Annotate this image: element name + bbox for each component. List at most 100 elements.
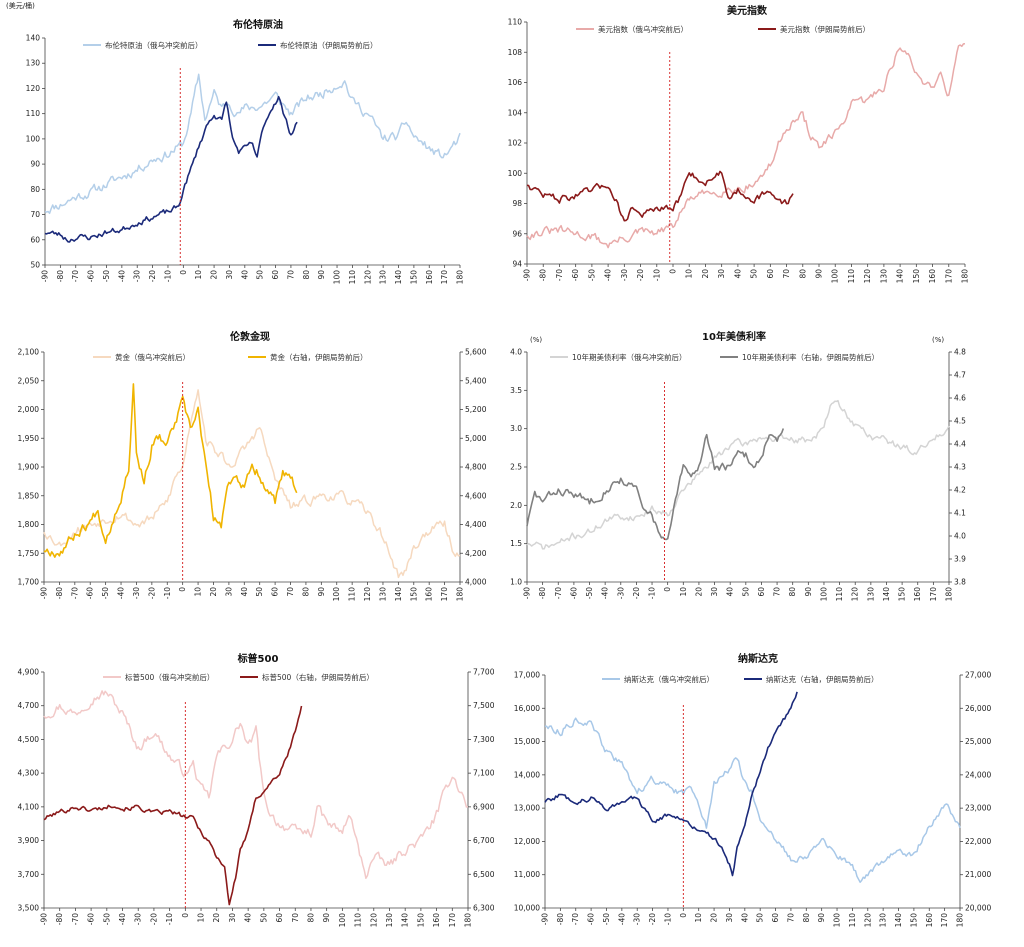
x-tick-label: -90 — [541, 913, 550, 925]
legend-label: 布伦特原油（伊朗局势前后） — [280, 40, 378, 50]
x-tick-label: -30 — [134, 913, 143, 925]
legend-label: 10年期美债利率（右轴，伊朗局势前后） — [742, 352, 879, 362]
legend-label: 黄金（右轴，伊朗局势前后） — [270, 352, 368, 362]
y-tick-label: 3,500 — [18, 904, 40, 913]
x-tick-label: 10 — [685, 269, 694, 279]
x-tick-label: -60 — [587, 913, 596, 925]
y2-tick-label: 5,600 — [465, 348, 487, 357]
y-tick-label: 94 — [512, 260, 522, 269]
legend-label: 标普500（俄乌冲突前后） — [125, 672, 214, 682]
y-tick-label: 110 — [26, 109, 41, 118]
y-tick-label: 16,000 — [514, 704, 540, 713]
x-tick-label: -40 — [118, 913, 127, 925]
x-tick-label: -70 — [71, 913, 80, 925]
x-tick-label: 60 — [275, 913, 284, 923]
x-tick-label: 70 — [773, 587, 782, 597]
chart-title: 纳斯达克 — [738, 652, 778, 665]
y-tick-label: 60 — [30, 235, 40, 244]
x-tick-label: 110 — [847, 269, 856, 284]
x-tick-label: -40 — [601, 587, 610, 599]
x-tick-label: 140 — [896, 269, 905, 284]
x-tick-label: 10 — [679, 587, 688, 597]
y-tick-label: 1,800 — [18, 520, 40, 529]
series-line-1 — [545, 717, 961, 883]
x-tick-label: 0 — [679, 913, 688, 918]
y2-tick-label: 24,000 — [965, 770, 991, 779]
series-line-2 — [43, 383, 298, 558]
legend-label: 布伦特原油（俄乌冲突前后） — [105, 40, 203, 50]
x-tick-label: -80 — [538, 587, 547, 599]
plot-area: 10,000 11,000 12,000 13,000 14,000 15,000 16,0… — [514, 671, 992, 928]
x-tick-label: 50 — [756, 913, 765, 923]
x-tick-label: 160 — [928, 269, 937, 284]
plot-area: 3,500 3,700 3,900 4,100 4,300 4,500 4,700 4,900… — [18, 668, 495, 928]
x-tick-label: -10 — [648, 587, 657, 599]
x-tick-label: 30 — [710, 587, 719, 597]
x-tick-label: 130 — [378, 587, 387, 602]
y-tick-label: 13,000 — [514, 804, 540, 813]
chart-title: 布伦特原油 — [233, 18, 283, 31]
y-tick-label: 1,750 — [18, 549, 40, 558]
series-line-2 — [526, 170, 794, 222]
x-tick-label: 20 — [210, 270, 219, 280]
x-tick-label: -30 — [620, 269, 629, 281]
x-tick-label: -50 — [602, 913, 611, 925]
x-tick-label: -10 — [163, 270, 172, 282]
x-tick-label: -80 — [55, 913, 64, 925]
x-tick-label: 30 — [225, 270, 234, 280]
x-tick-label: 30 — [224, 587, 233, 597]
chart-title: 美元指数 — [727, 4, 768, 17]
y2-tick-label: 7,500 — [473, 701, 495, 710]
x-tick-label: 170 — [944, 269, 953, 284]
y-tick-label: 4,500 — [18, 735, 40, 744]
x-tick-label: 130 — [879, 913, 888, 928]
y2-tick-label: 5,200 — [465, 405, 487, 414]
y2-tick-label: 27,000 — [965, 671, 991, 680]
x-tick-label: 90 — [322, 913, 331, 923]
x-tick-label: 40 — [244, 913, 253, 923]
x-tick-label: 140 — [394, 270, 403, 285]
legend-label: 10年期美债利率（俄乌冲突前后） — [572, 352, 687, 362]
x-tick-label: -20 — [632, 587, 641, 599]
x-tick-label: 130 — [379, 270, 388, 285]
x-tick-label: 80 — [802, 913, 811, 923]
y-tick-label: 3,700 — [18, 870, 40, 879]
chart-title: 伦敦金现 — [230, 330, 270, 343]
x-tick-label: -70 — [71, 270, 80, 282]
x-tick-label: 180 — [961, 269, 970, 284]
y-tick-label: 110 — [508, 18, 523, 27]
x-tick-label: -90 — [40, 913, 49, 925]
y2-tick-label: 3.8 — [954, 578, 966, 587]
y-tick-label: 104 — [508, 108, 523, 117]
y-tick-label: 130 — [26, 59, 41, 68]
x-tick-label: 150 — [409, 270, 418, 285]
x-tick-label: 20 — [694, 587, 703, 597]
x-tick-label: 100 — [338, 913, 347, 928]
x-tick-label: -40 — [604, 269, 613, 281]
x-tick-label: 0 — [178, 587, 187, 592]
x-tick-label: 160 — [925, 913, 934, 928]
x-tick-label: -50 — [587, 269, 596, 281]
y-tick-label: 80 — [30, 185, 40, 194]
x-tick-label: 120 — [363, 587, 372, 602]
y-tick-label: 2,100 — [18, 348, 40, 357]
x-tick-label: 110 — [354, 913, 363, 928]
y-tick-label: 90 — [30, 160, 40, 169]
x-tick-label: 140 — [882, 587, 891, 602]
x-tick-label: -80 — [539, 269, 548, 281]
chart-title: 标普500 — [237, 652, 279, 665]
y2-tick-label: 4,800 — [465, 463, 487, 472]
x-tick-label: 20 — [212, 913, 221, 923]
x-tick-label: -60 — [569, 587, 578, 599]
y2-tick-label: 4.1 — [954, 509, 966, 518]
y-tick-label: 4,900 — [18, 668, 40, 677]
y-tick-label: 10,000 — [514, 904, 540, 913]
x-tick-label: 60 — [271, 587, 280, 597]
x-tick-label: 150 — [909, 913, 918, 928]
x-tick-label: 10 — [694, 913, 703, 923]
x-tick-label: 70 — [291, 913, 300, 923]
x-tick-label: -90 — [41, 270, 50, 282]
y-tick-label: 3.5 — [510, 386, 522, 395]
series-line-1 — [43, 389, 461, 579]
y2-tick-label: 23,000 — [965, 804, 991, 813]
